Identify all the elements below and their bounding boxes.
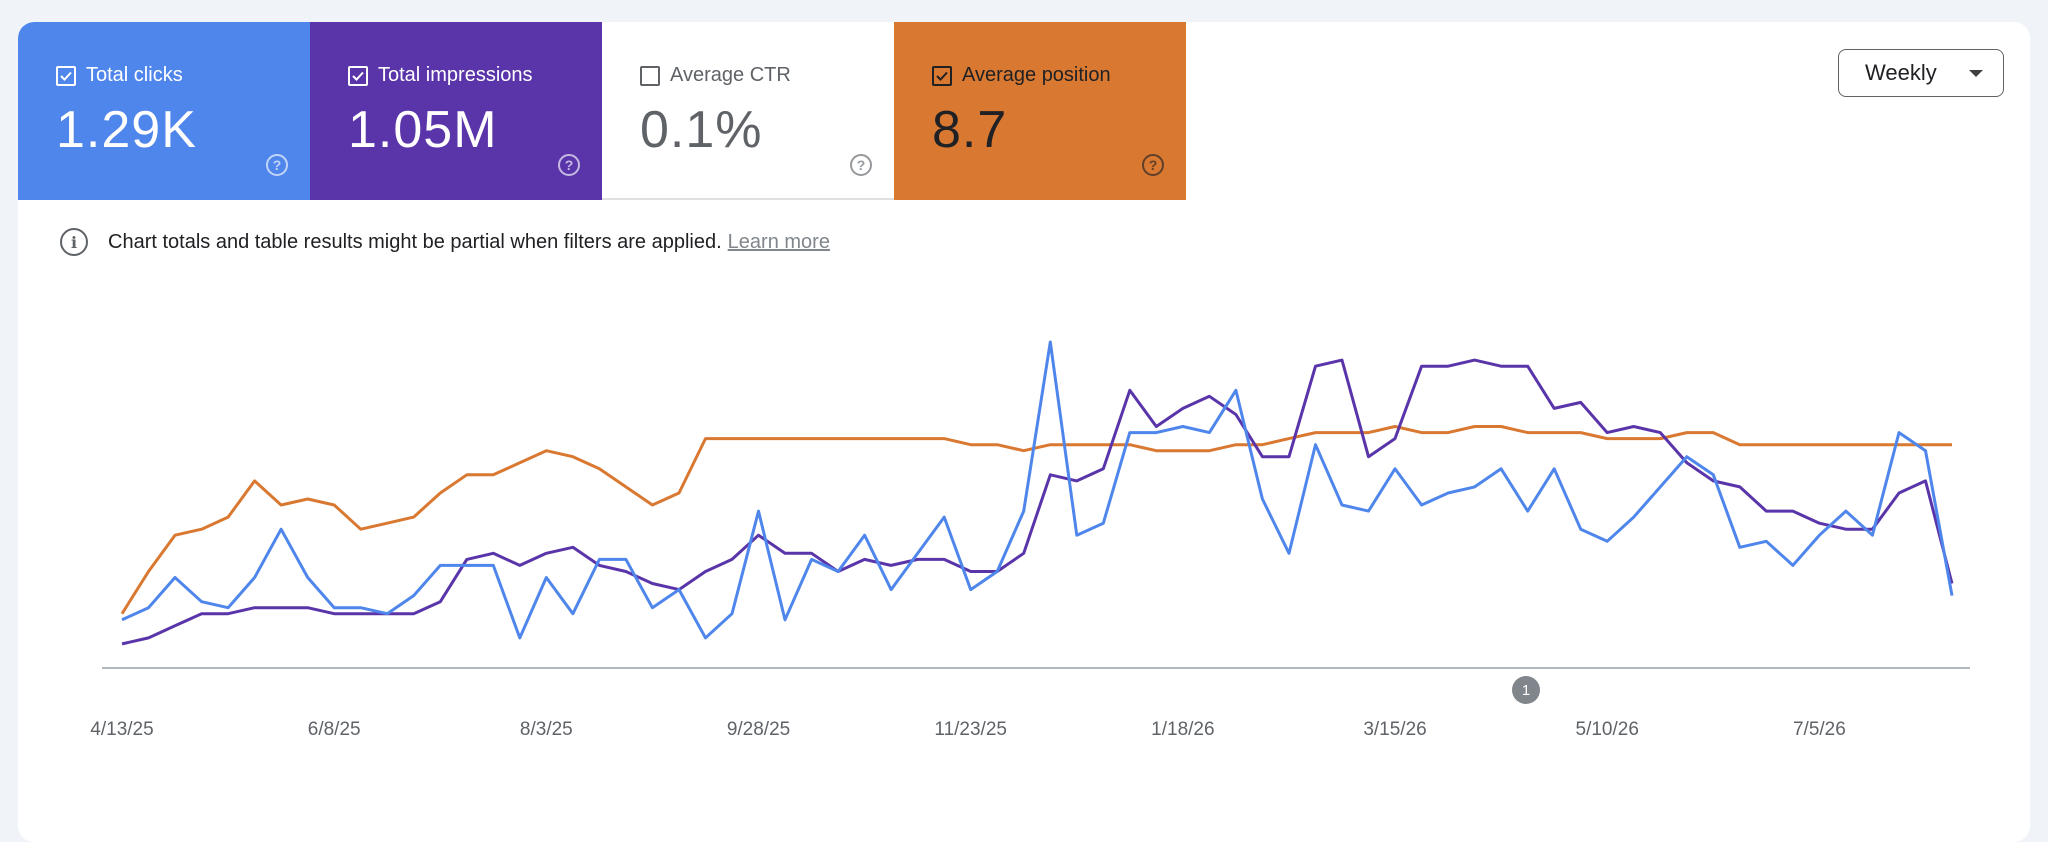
checkbox-icon[interactable] <box>640 65 660 86</box>
tile-average-ctr[interactable]: Average CTR 0.1% ? <box>602 22 894 200</box>
tile-label: Total impressions <box>378 64 533 86</box>
tile-total-impressions[interactable]: Total impressions 1.05M ? <box>310 22 602 200</box>
x-tick-label: 4/13/25 <box>90 719 153 740</box>
checkbox-icon[interactable] <box>932 65 952 86</box>
x-tick-label: 6/8/25 <box>308 719 361 740</box>
x-tick-label: 3/15/26 <box>1363 719 1426 740</box>
filter-notice: i Chart totals and table results might b… <box>60 228 830 256</box>
checkbox-icon[interactable] <box>348 65 368 86</box>
period-select-value: Weekly <box>1865 60 1937 85</box>
tile-label: Total clicks <box>86 64 183 86</box>
series-line-total-impressions[interactable] <box>121 358 1954 646</box>
x-tick-label: 11/23/25 <box>934 719 1007 740</box>
performance-card: Total clicks 1.29K ? Total impressions 1… <box>18 22 2030 842</box>
tile-value: 1.29K <box>56 101 197 159</box>
notice-text: Chart totals and table results might be … <box>108 230 722 253</box>
tile-value: 1.05M <box>348 101 498 159</box>
help-circle-icon[interactable]: ? <box>850 154 872 176</box>
help-circle-icon[interactable]: ? <box>558 154 580 176</box>
x-tick-label: 8/3/25 <box>520 719 573 740</box>
performance-chart: 4/13/25 6/8/25 8/3/25 9/28/25 11/23/25 1/18/2… <box>90 340 1970 740</box>
help-circle-icon[interactable]: ? <box>1142 154 1164 176</box>
learn-more-link[interactable]: Learn more <box>727 230 830 253</box>
x-tick-label: 9/28/25 <box>727 719 790 740</box>
tile-total-clicks[interactable]: Total clicks 1.29K ? <box>18 22 310 200</box>
help-circle-icon[interactable]: ? <box>266 154 288 176</box>
tile-value: 8.7 <box>932 101 1008 159</box>
series-line-total-clicks[interactable] <box>121 340 1954 640</box>
period-select[interactable]: Weekly <box>1838 49 2004 97</box>
caret-down-icon <box>1969 70 1983 77</box>
tile-value: 0.1% <box>640 101 763 159</box>
x-tick-label: 1/18/26 <box>1151 719 1214 740</box>
annotation-badge[interactable]: 1 <box>1512 676 1540 704</box>
tile-label: Average CTR <box>670 64 791 86</box>
series-line-average-position[interactable] <box>120 425 1952 615</box>
info-icon: i <box>60 228 88 256</box>
metric-tiles: Total clicks 1.29K ? Total impressions 1… <box>18 22 1186 200</box>
checkbox-icon[interactable] <box>56 65 76 86</box>
tile-average-position[interactable]: Average position 8.7 ? <box>894 22 1186 200</box>
x-tick-label: 5/10/26 <box>1576 719 1639 740</box>
tile-label: Average position <box>962 64 1111 86</box>
x-tick-label: 7/5/26 <box>1793 719 1846 740</box>
